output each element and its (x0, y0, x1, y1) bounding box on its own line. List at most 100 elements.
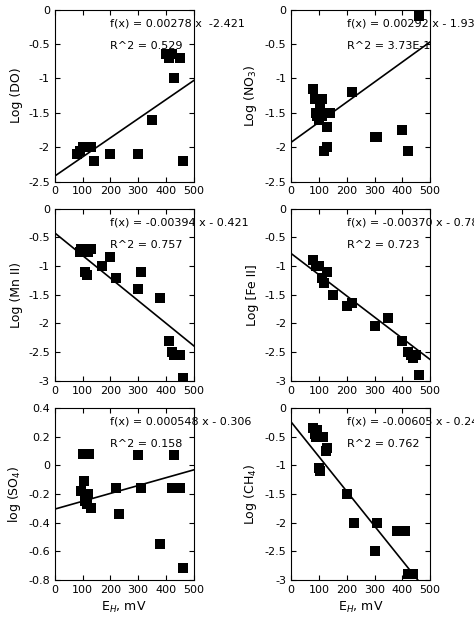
Text: R^2 = 0.723: R^2 = 0.723 (346, 240, 419, 250)
Point (399, 125, 406, 135)
Point (323, 142, 331, 152)
Text: R^2 = 3.73E-1: R^2 = 3.73E-1 (346, 40, 430, 50)
Point (318, 273, 326, 283)
Point (401, 526, 409, 536)
Point (73, 149, 81, 159)
Point (374, 518, 381, 528)
Point (317, 101, 324, 111)
Point (315, 108, 323, 118)
Point (415, 370, 423, 380)
Point (371, 546, 378, 556)
Point (371, 321, 378, 331)
Text: f(x) = 0.00278 x  -2.421: f(x) = 0.00278 x -2.421 (110, 18, 245, 28)
Point (86, 449, 93, 459)
Point (87, 244, 95, 254)
Y-axis label: log (SO$_4$): log (SO$_4$) (6, 465, 23, 523)
Point (79, 449, 86, 459)
Point (315, 261, 323, 271)
Y-axis label: Log [Fe II]: Log [Fe II] (246, 264, 259, 325)
Point (156, 539, 164, 549)
Point (348, 87, 356, 97)
Point (371, 132, 378, 142)
Point (318, 432, 326, 442)
Point (348, 298, 356, 308)
Point (134, 284, 142, 294)
Point (134, 149, 142, 159)
Point (107, 253, 114, 263)
Point (404, 145, 412, 155)
Point (165, 335, 173, 345)
Point (310, 255, 317, 265)
Point (171, 350, 178, 360)
Point (156, 292, 164, 302)
Point (76, 145, 83, 155)
Point (76, 247, 83, 256)
Point (315, 115, 323, 125)
Text: R^2 = 0.529: R^2 = 0.529 (110, 40, 183, 50)
Point (320, 278, 328, 288)
Point (343, 301, 350, 311)
Point (173, 350, 181, 360)
Point (137, 267, 145, 277)
Point (312, 108, 320, 118)
Point (323, 267, 331, 277)
Point (80, 247, 88, 256)
Point (314, 425, 321, 435)
Point (107, 149, 114, 159)
Point (171, 73, 178, 83)
Point (83, 499, 91, 509)
Point (168, 483, 175, 493)
Point (343, 489, 350, 499)
Point (317, 466, 324, 476)
Point (311, 428, 319, 438)
Point (323, 443, 331, 453)
Point (82, 142, 89, 152)
Point (87, 142, 95, 152)
Point (415, 11, 423, 21)
Point (179, 563, 186, 573)
Point (77, 244, 85, 254)
Y-axis label: Log (DO): Log (DO) (9, 68, 23, 124)
Point (179, 373, 186, 383)
Point (79, 244, 86, 254)
Point (90, 156, 98, 166)
Text: R^2 = 0.757: R^2 = 0.757 (110, 240, 183, 250)
Point (176, 53, 183, 63)
Point (319, 432, 327, 442)
Text: f(x) = -0.00394 x - 0.421: f(x) = -0.00394 x - 0.421 (110, 217, 249, 227)
Point (312, 261, 320, 271)
Point (83, 270, 91, 279)
Point (404, 347, 412, 357)
Point (82, 496, 89, 506)
Point (329, 290, 337, 300)
Point (77, 486, 85, 496)
Point (314, 111, 321, 121)
Point (84, 247, 92, 256)
Point (176, 483, 183, 493)
Point (148, 115, 156, 125)
Point (350, 518, 357, 528)
Point (322, 446, 329, 456)
Text: R^2 = 0.762: R^2 = 0.762 (346, 439, 419, 449)
Y-axis label: Log (NO$_3$): Log (NO$_3$) (242, 65, 259, 127)
Point (318, 94, 326, 104)
Point (84, 489, 92, 499)
Point (112, 483, 120, 493)
Point (112, 273, 120, 283)
X-axis label: E$_H$, mV: E$_H$, mV (338, 601, 383, 615)
Point (82, 267, 89, 277)
Point (168, 347, 175, 357)
Point (315, 463, 323, 473)
Point (310, 423, 317, 433)
Point (312, 432, 320, 442)
Point (87, 503, 95, 513)
Point (115, 509, 122, 519)
Point (84, 142, 92, 152)
Point (320, 145, 328, 155)
Point (168, 49, 175, 59)
Point (179, 156, 186, 166)
Point (137, 483, 145, 493)
Y-axis label: Log (Mn II): Log (Mn II) (9, 261, 23, 328)
Point (98, 261, 106, 271)
Point (171, 450, 178, 460)
